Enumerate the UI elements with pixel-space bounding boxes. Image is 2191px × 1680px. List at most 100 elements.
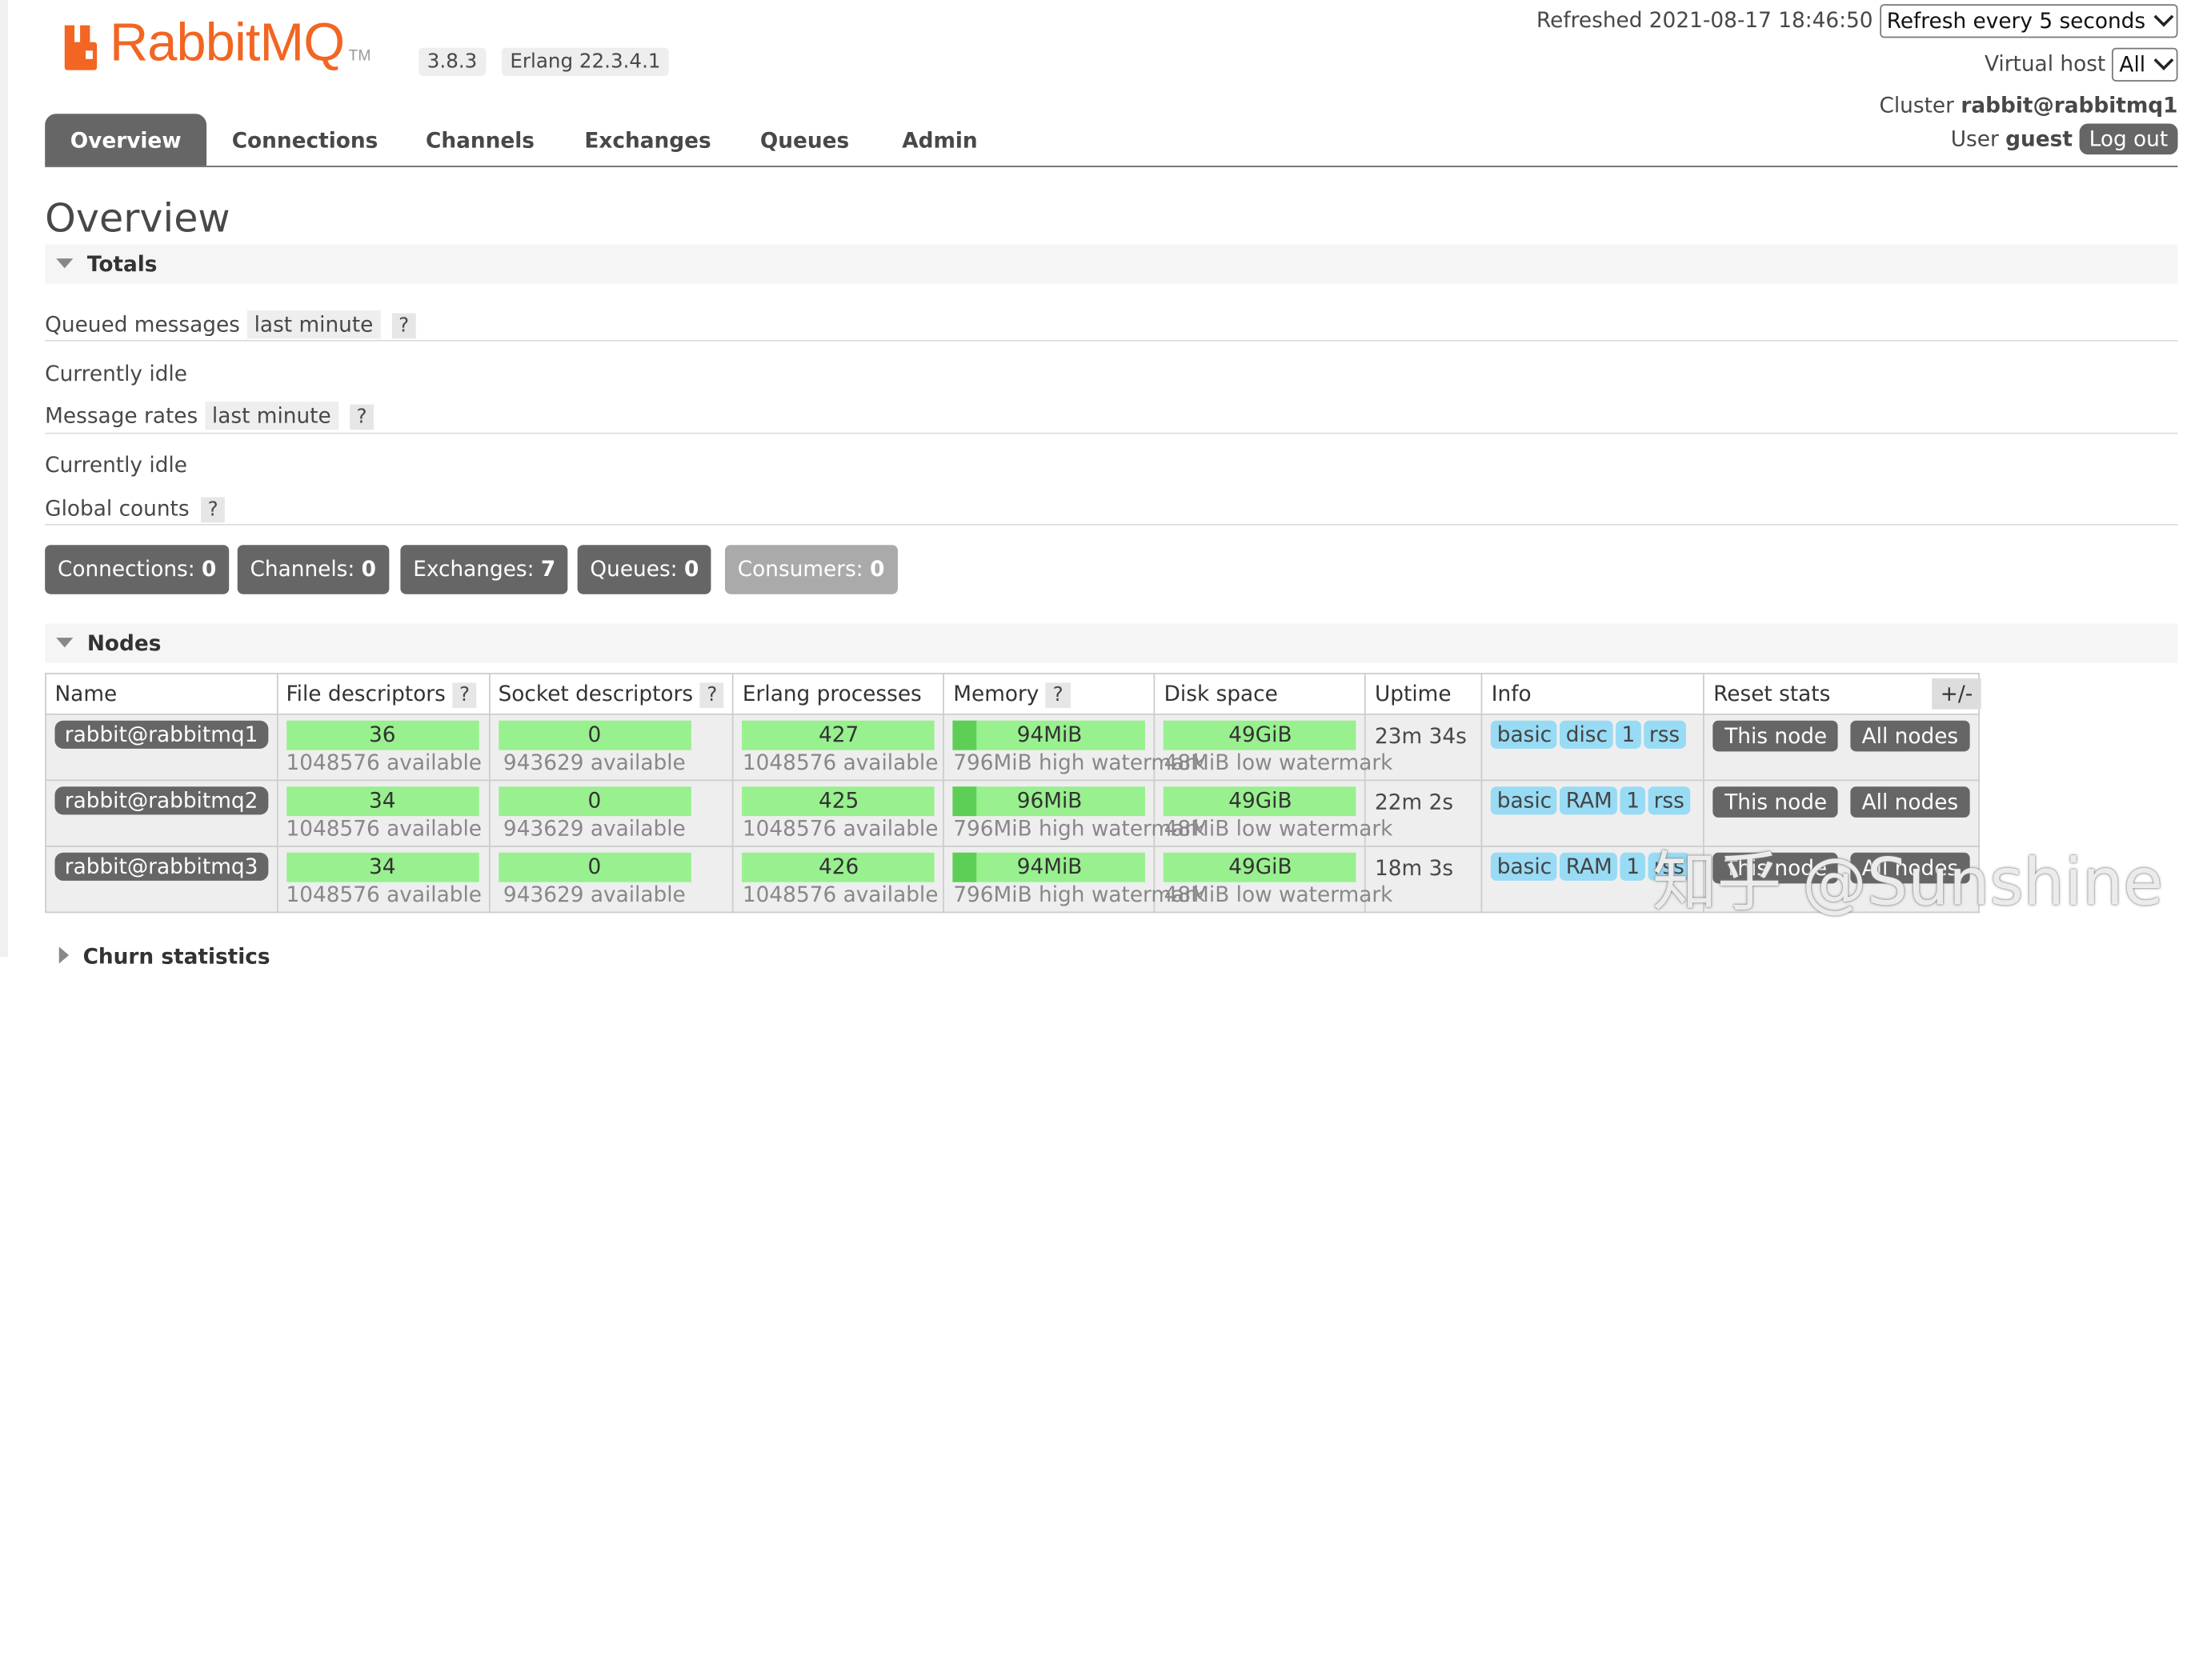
- totals-title: Totals: [86, 251, 158, 277]
- column-toggle-button[interactable]: +/-: [1932, 678, 1981, 710]
- column-header-label: File descriptors: [286, 680, 446, 706]
- help-button[interactable]: ?: [1045, 682, 1071, 708]
- erlang-version-badge: Erlang 22.3.4.1: [501, 47, 670, 76]
- reset-all-nodes-button[interactable]: All nodes: [1850, 720, 1970, 752]
- refresh-interval-select[interactable]: Refresh every 5 seconds: [1879, 4, 2178, 38]
- socket-descriptors-bar: 0: [498, 720, 691, 750]
- logout-button[interactable]: Log out: [2079, 123, 2178, 155]
- tab-queues[interactable]: Queues: [759, 127, 850, 154]
- disk-low-watermark: 48MiB low watermark: [1164, 816, 1393, 842]
- erlang-processes-cell: 426 1048576 available: [732, 845, 945, 914]
- node-name-link[interactable]: rabbit@rabbitmq2: [54, 786, 268, 815]
- tab-connections[interactable]: Connections: [231, 127, 379, 154]
- tab-exchanges[interactable]: Exchanges: [584, 127, 711, 154]
- queued-range-select[interactable]: last minute: [246, 310, 381, 339]
- tab-overview[interactable]: Overview: [45, 114, 207, 166]
- triangle-down-icon: [56, 638, 74, 648]
- column-header: Name: [45, 673, 278, 715]
- rabbitmq-logo[interactable]: RabbitMQ TM: [62, 17, 371, 70]
- info-cell: basic disc 1 rss: [1481, 713, 1705, 782]
- vhost-select[interactable]: All: [2112, 47, 2178, 82]
- tab-admin[interactable]: Admin: [902, 127, 978, 154]
- user-name: guest: [2005, 126, 2073, 152]
- queues-count-button[interactable]: Queues: 0: [577, 545, 712, 594]
- erlang-processes-available: 1048576 available: [742, 816, 939, 842]
- count-value: 7: [540, 556, 556, 582]
- info-tag[interactable]: basic: [1491, 786, 1558, 815]
- socket-descriptors-available: 943629 available: [503, 882, 686, 908]
- socket-descriptors-cell: 0 943629 available: [488, 779, 735, 847]
- chevron-down-icon: [2153, 6, 2174, 27]
- column-header-label: Uptime: [1375, 681, 1452, 707]
- info-tag[interactable]: disc: [1560, 720, 1614, 749]
- info-tag[interactable]: RAM: [1560, 786, 1618, 815]
- erlang-processes-available: 1048576 available: [742, 882, 939, 908]
- info-tag[interactable]: RAM: [1560, 852, 1618, 881]
- file-descriptors-available: 1048576 available: [286, 750, 482, 776]
- socket-descriptors-bar: 0: [498, 786, 691, 817]
- memory-high-watermark: 796MiB high watermark: [953, 816, 1206, 842]
- column-header: Memory ?: [943, 673, 1156, 715]
- count-label: Consumers:: [737, 556, 863, 582]
- info-tag[interactable]: basic: [1491, 852, 1558, 881]
- help-button[interactable]: ?: [200, 497, 226, 523]
- help-button[interactable]: ?: [452, 682, 477, 708]
- info-tag[interactable]: 1: [1620, 786, 1646, 815]
- uptime-cell: 18m 3s: [1364, 845, 1484, 914]
- totals-section-header[interactable]: Totals: [45, 244, 2178, 284]
- info-tag[interactable]: rss: [1648, 852, 1690, 881]
- connections-count-button[interactable]: Connections: 0: [45, 545, 230, 594]
- count-label: Connections:: [57, 556, 195, 582]
- socket-descriptors-bar: 0: [498, 852, 691, 882]
- help-button[interactable]: ?: [349, 404, 375, 430]
- triangle-right-icon: [58, 946, 70, 964]
- node-name-cell: rabbit@rabbitmq2: [45, 779, 278, 847]
- erlang-processes-available: 1048576 available: [742, 750, 939, 776]
- rates-range-select[interactable]: last minute: [205, 402, 338, 430]
- disk-space-cell: 49GiB 48MiB low watermark: [1154, 779, 1393, 847]
- channels-count-button[interactable]: Channels: 0: [237, 545, 389, 594]
- help-button[interactable]: ?: [391, 313, 416, 339]
- info-tag[interactable]: basic: [1491, 720, 1558, 749]
- nodes-section-header[interactable]: Nodes: [45, 623, 2178, 663]
- disk-low-watermark: 48MiB low watermark: [1164, 750, 1393, 776]
- left-edge-strip: [0, 0, 8, 957]
- divider: [45, 523, 2178, 526]
- page-title: Overview: [45, 195, 230, 242]
- help-button[interactable]: ?: [699, 682, 725, 708]
- reset-this-node-button[interactable]: This node: [1713, 720, 1839, 752]
- column-header-label: Reset stats: [1713, 681, 1831, 707]
- node-name-link[interactable]: rabbit@rabbitmq1: [54, 720, 268, 749]
- disk-space-bar: 49GiB: [1164, 852, 1357, 882]
- file-descriptors-bar: 34: [286, 852, 479, 882]
- table-row: rabbit@rabbitmq2 34 1048576 available 0 …: [45, 779, 1980, 847]
- tab-channels[interactable]: Channels: [426, 127, 535, 154]
- table-header-row: Name File descriptors ? Socket descripto…: [45, 673, 1980, 715]
- refreshed-timestamp: Refreshed 2021-08-17 18:46:50: [1536, 7, 1873, 34]
- exchanges-count-button[interactable]: Exchanges: 7: [400, 545, 569, 594]
- memory-bar: 94MiB: [953, 852, 1146, 882]
- node-name-link[interactable]: rabbit@rabbitmq3: [54, 852, 268, 881]
- info-tag[interactable]: rss: [1643, 720, 1686, 749]
- info-tag[interactable]: 1: [1616, 720, 1641, 749]
- count-value: 0: [870, 556, 885, 582]
- reset-all-nodes-button[interactable]: All nodes: [1850, 786, 1970, 818]
- memory-high-watermark: 796MiB high watermark: [953, 882, 1206, 908]
- reset-all-nodes-button[interactable]: All nodes: [1850, 852, 1970, 884]
- reset-this-node-button[interactable]: This node: [1713, 786, 1839, 818]
- socket-descriptors-cell: 0 943629 available: [488, 713, 735, 782]
- reset-this-node-button[interactable]: This node: [1713, 852, 1839, 884]
- info-tag[interactable]: 1: [1620, 852, 1646, 881]
- info-tag[interactable]: rss: [1648, 786, 1690, 815]
- column-header: Uptime: [1364, 673, 1484, 715]
- triangle-down-icon: [56, 258, 74, 269]
- table-row: rabbit@rabbitmq3 34 1048576 available 0 …: [45, 845, 1980, 914]
- consumers-count-button[interactable]: Consumers: 0: [724, 545, 898, 594]
- column-header-label: Erlang processes: [742, 681, 922, 707]
- file-descriptors-available: 1048576 available: [286, 882, 482, 908]
- column-header: Erlang processes: [732, 673, 945, 715]
- cluster-name[interactable]: rabbit@rabbitmq1: [1961, 92, 2178, 118]
- column-header: File descriptors ?: [276, 673, 491, 715]
- memory-value: 96MiB: [1016, 788, 1083, 814]
